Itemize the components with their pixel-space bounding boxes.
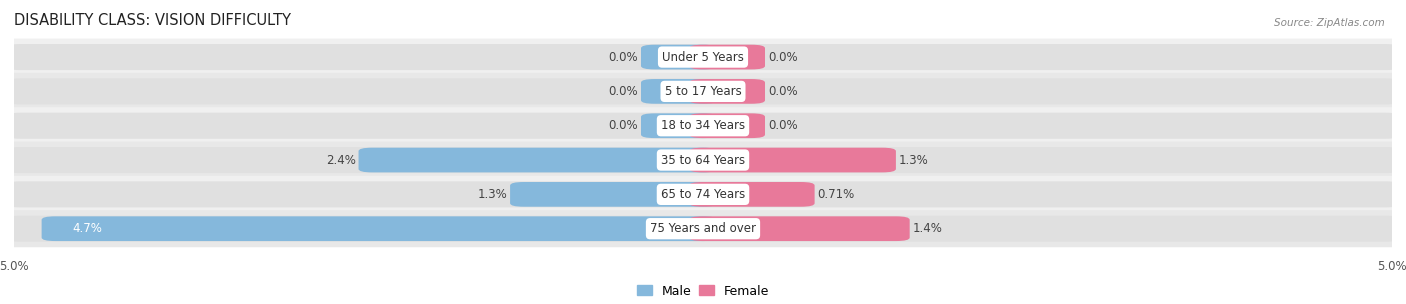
Text: 0.0%: 0.0% <box>609 119 638 132</box>
Text: 35 to 64 Years: 35 to 64 Years <box>661 154 745 167</box>
Text: 0.0%: 0.0% <box>768 119 797 132</box>
Text: DISABILITY CLASS: VISION DIFFICULTY: DISABILITY CLASS: VISION DIFFICULTY <box>14 13 291 28</box>
FancyBboxPatch shape <box>4 44 1402 70</box>
Text: 1.3%: 1.3% <box>478 188 508 201</box>
Text: 0.71%: 0.71% <box>817 188 855 201</box>
FancyBboxPatch shape <box>0 141 1406 178</box>
FancyBboxPatch shape <box>510 182 717 207</box>
Text: Under 5 Years: Under 5 Years <box>662 50 744 64</box>
Text: 2.4%: 2.4% <box>326 154 356 167</box>
FancyBboxPatch shape <box>4 181 1402 207</box>
FancyBboxPatch shape <box>641 79 717 104</box>
FancyBboxPatch shape <box>689 79 765 104</box>
Text: 1.3%: 1.3% <box>898 154 928 167</box>
FancyBboxPatch shape <box>0 176 1406 213</box>
FancyBboxPatch shape <box>0 73 1406 110</box>
Text: 65 to 74 Years: 65 to 74 Years <box>661 188 745 201</box>
Text: 0.0%: 0.0% <box>609 50 638 64</box>
FancyBboxPatch shape <box>689 148 896 172</box>
Text: 0.0%: 0.0% <box>609 85 638 98</box>
FancyBboxPatch shape <box>4 113 1402 139</box>
FancyBboxPatch shape <box>4 147 1402 173</box>
Text: 18 to 34 Years: 18 to 34 Years <box>661 119 745 132</box>
Text: 0.0%: 0.0% <box>768 85 797 98</box>
FancyBboxPatch shape <box>4 216 1402 242</box>
FancyBboxPatch shape <box>0 210 1406 247</box>
FancyBboxPatch shape <box>0 107 1406 144</box>
Legend: Male, Female: Male, Female <box>631 280 775 302</box>
Text: 0.0%: 0.0% <box>768 50 797 64</box>
Text: 4.7%: 4.7% <box>72 222 101 235</box>
FancyBboxPatch shape <box>641 45 717 69</box>
FancyBboxPatch shape <box>641 113 717 138</box>
FancyBboxPatch shape <box>689 216 910 241</box>
FancyBboxPatch shape <box>0 39 1406 76</box>
FancyBboxPatch shape <box>689 113 765 138</box>
FancyBboxPatch shape <box>689 45 765 69</box>
FancyBboxPatch shape <box>689 182 814 207</box>
Text: Source: ZipAtlas.com: Source: ZipAtlas.com <box>1274 18 1385 28</box>
Text: 1.4%: 1.4% <box>912 222 942 235</box>
Text: 5 to 17 Years: 5 to 17 Years <box>665 85 741 98</box>
FancyBboxPatch shape <box>4 78 1402 105</box>
FancyBboxPatch shape <box>359 148 717 172</box>
Text: 75 Years and over: 75 Years and over <box>650 222 756 235</box>
FancyBboxPatch shape <box>42 216 717 241</box>
